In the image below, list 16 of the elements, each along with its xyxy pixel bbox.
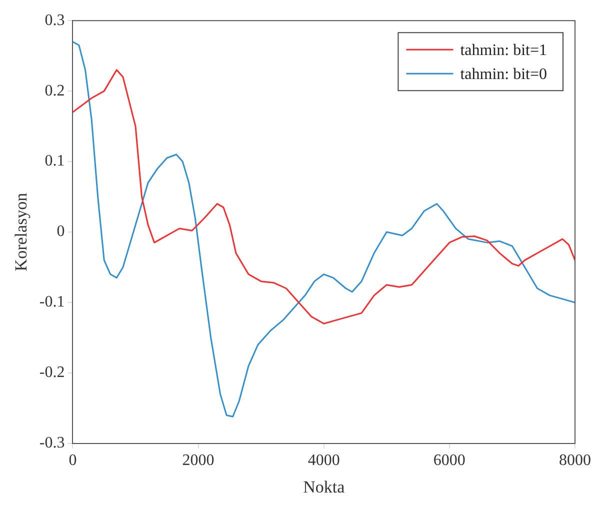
y-tick-label: 0.2	[44, 82, 65, 100]
x-axis-title: Nokta	[303, 477, 346, 496]
y-axis-title: Korelasyon	[12, 192, 31, 272]
legend-label: tahmin: bit=1	[460, 42, 547, 59]
legend-label: tahmin: bit=0	[460, 66, 547, 83]
x-tick-label: 8000	[559, 452, 591, 470]
y-tick-label: 0.3	[44, 12, 65, 29]
x-tick-label: 4000	[308, 452, 340, 470]
x-tick-label: 0	[68, 452, 77, 470]
y-tick-label: -0.1	[39, 294, 65, 311]
x-tick-label: 6000	[433, 452, 466, 470]
y-tick-label: 0	[56, 223, 65, 240]
y-tick-label: -0.3	[39, 434, 65, 452]
x-tick-label: 2000	[182, 452, 214, 470]
y-tick-label: 0.1	[44, 152, 65, 170]
y-tick-label: -0.2	[39, 364, 65, 382]
